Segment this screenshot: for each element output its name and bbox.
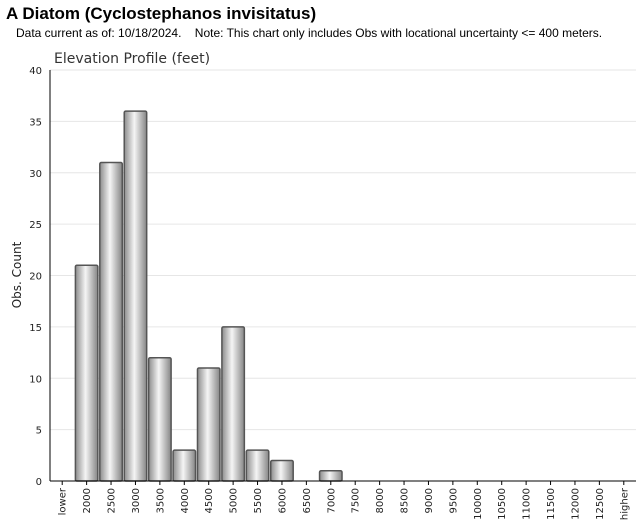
x-tick-label: 8000 [375, 488, 386, 513]
bar-4000 [172, 449, 197, 482]
y-tick-label: 40 [29, 66, 42, 77]
y-tick-label: 0 [36, 477, 42, 488]
y-tick-label: 10 [29, 374, 42, 385]
bar-3500 [147, 356, 172, 482]
x-tick-label: 11000 [522, 488, 533, 520]
x-tick-label: 12500 [595, 488, 606, 520]
x-tick-label: higher [619, 487, 630, 520]
x-tick-label: 4000 [180, 488, 191, 513]
grid-lines [50, 69, 636, 431]
y-tick-label: 15 [29, 323, 42, 334]
y-axis-label: Obs. Count [10, 241, 24, 308]
bar-4500 [196, 367, 221, 482]
x-tick-label: 3000 [131, 488, 142, 513]
bar-5500 [245, 449, 270, 482]
x-tick-label: 3500 [155, 488, 166, 513]
x-tick-label: 11500 [546, 488, 557, 520]
page-title: A Diatom (Cyclostephanos invisitatus) [6, 4, 317, 23]
data-note: Data current as of: 10/18/2024. Note: Th… [16, 26, 603, 40]
bar-2500 [99, 161, 124, 482]
x-tick-label: 10500 [497, 488, 508, 520]
x-tick-label: 5500 [253, 488, 264, 513]
tick-labels: 0 5 10 15 20 25 30 35 40 lower 2000 2500 3000 3500 400… [29, 66, 630, 520]
x-tick-label: 7500 [351, 488, 362, 513]
bar-5000 [221, 326, 246, 482]
x-tick-label: 9000 [424, 488, 435, 513]
x-tick-label: 6500 [302, 488, 313, 513]
x-tick-label: 4500 [204, 488, 215, 513]
x-tick-label: 7000 [326, 488, 337, 513]
bar-7000 [318, 469, 343, 482]
x-tick-label: 12000 [570, 488, 581, 520]
chart-title: Elevation Profile (feet) [54, 51, 210, 67]
y-tick-label: 25 [29, 220, 42, 231]
x-tick-label: lower [58, 487, 69, 515]
y-tick-label: 5 [36, 426, 42, 437]
y-tick-label: 20 [29, 272, 42, 283]
bar-3000 [123, 110, 148, 482]
x-tick-label: 10000 [473, 488, 484, 520]
y-tick-label: 35 [29, 117, 42, 128]
x-tick-label: 5000 [229, 488, 240, 513]
y-tick-label: 30 [29, 169, 42, 180]
bar-6000 [269, 459, 294, 482]
x-tick-label: 2000 [82, 488, 93, 513]
axes [49, 70, 636, 485]
bars [74, 110, 343, 482]
x-tick-label: 6000 [277, 488, 288, 513]
x-tick-label: 8500 [400, 488, 411, 513]
bar-2000 [74, 264, 99, 482]
x-tick-label: 2500 [107, 488, 118, 513]
x-tick-label: 9500 [448, 488, 459, 513]
